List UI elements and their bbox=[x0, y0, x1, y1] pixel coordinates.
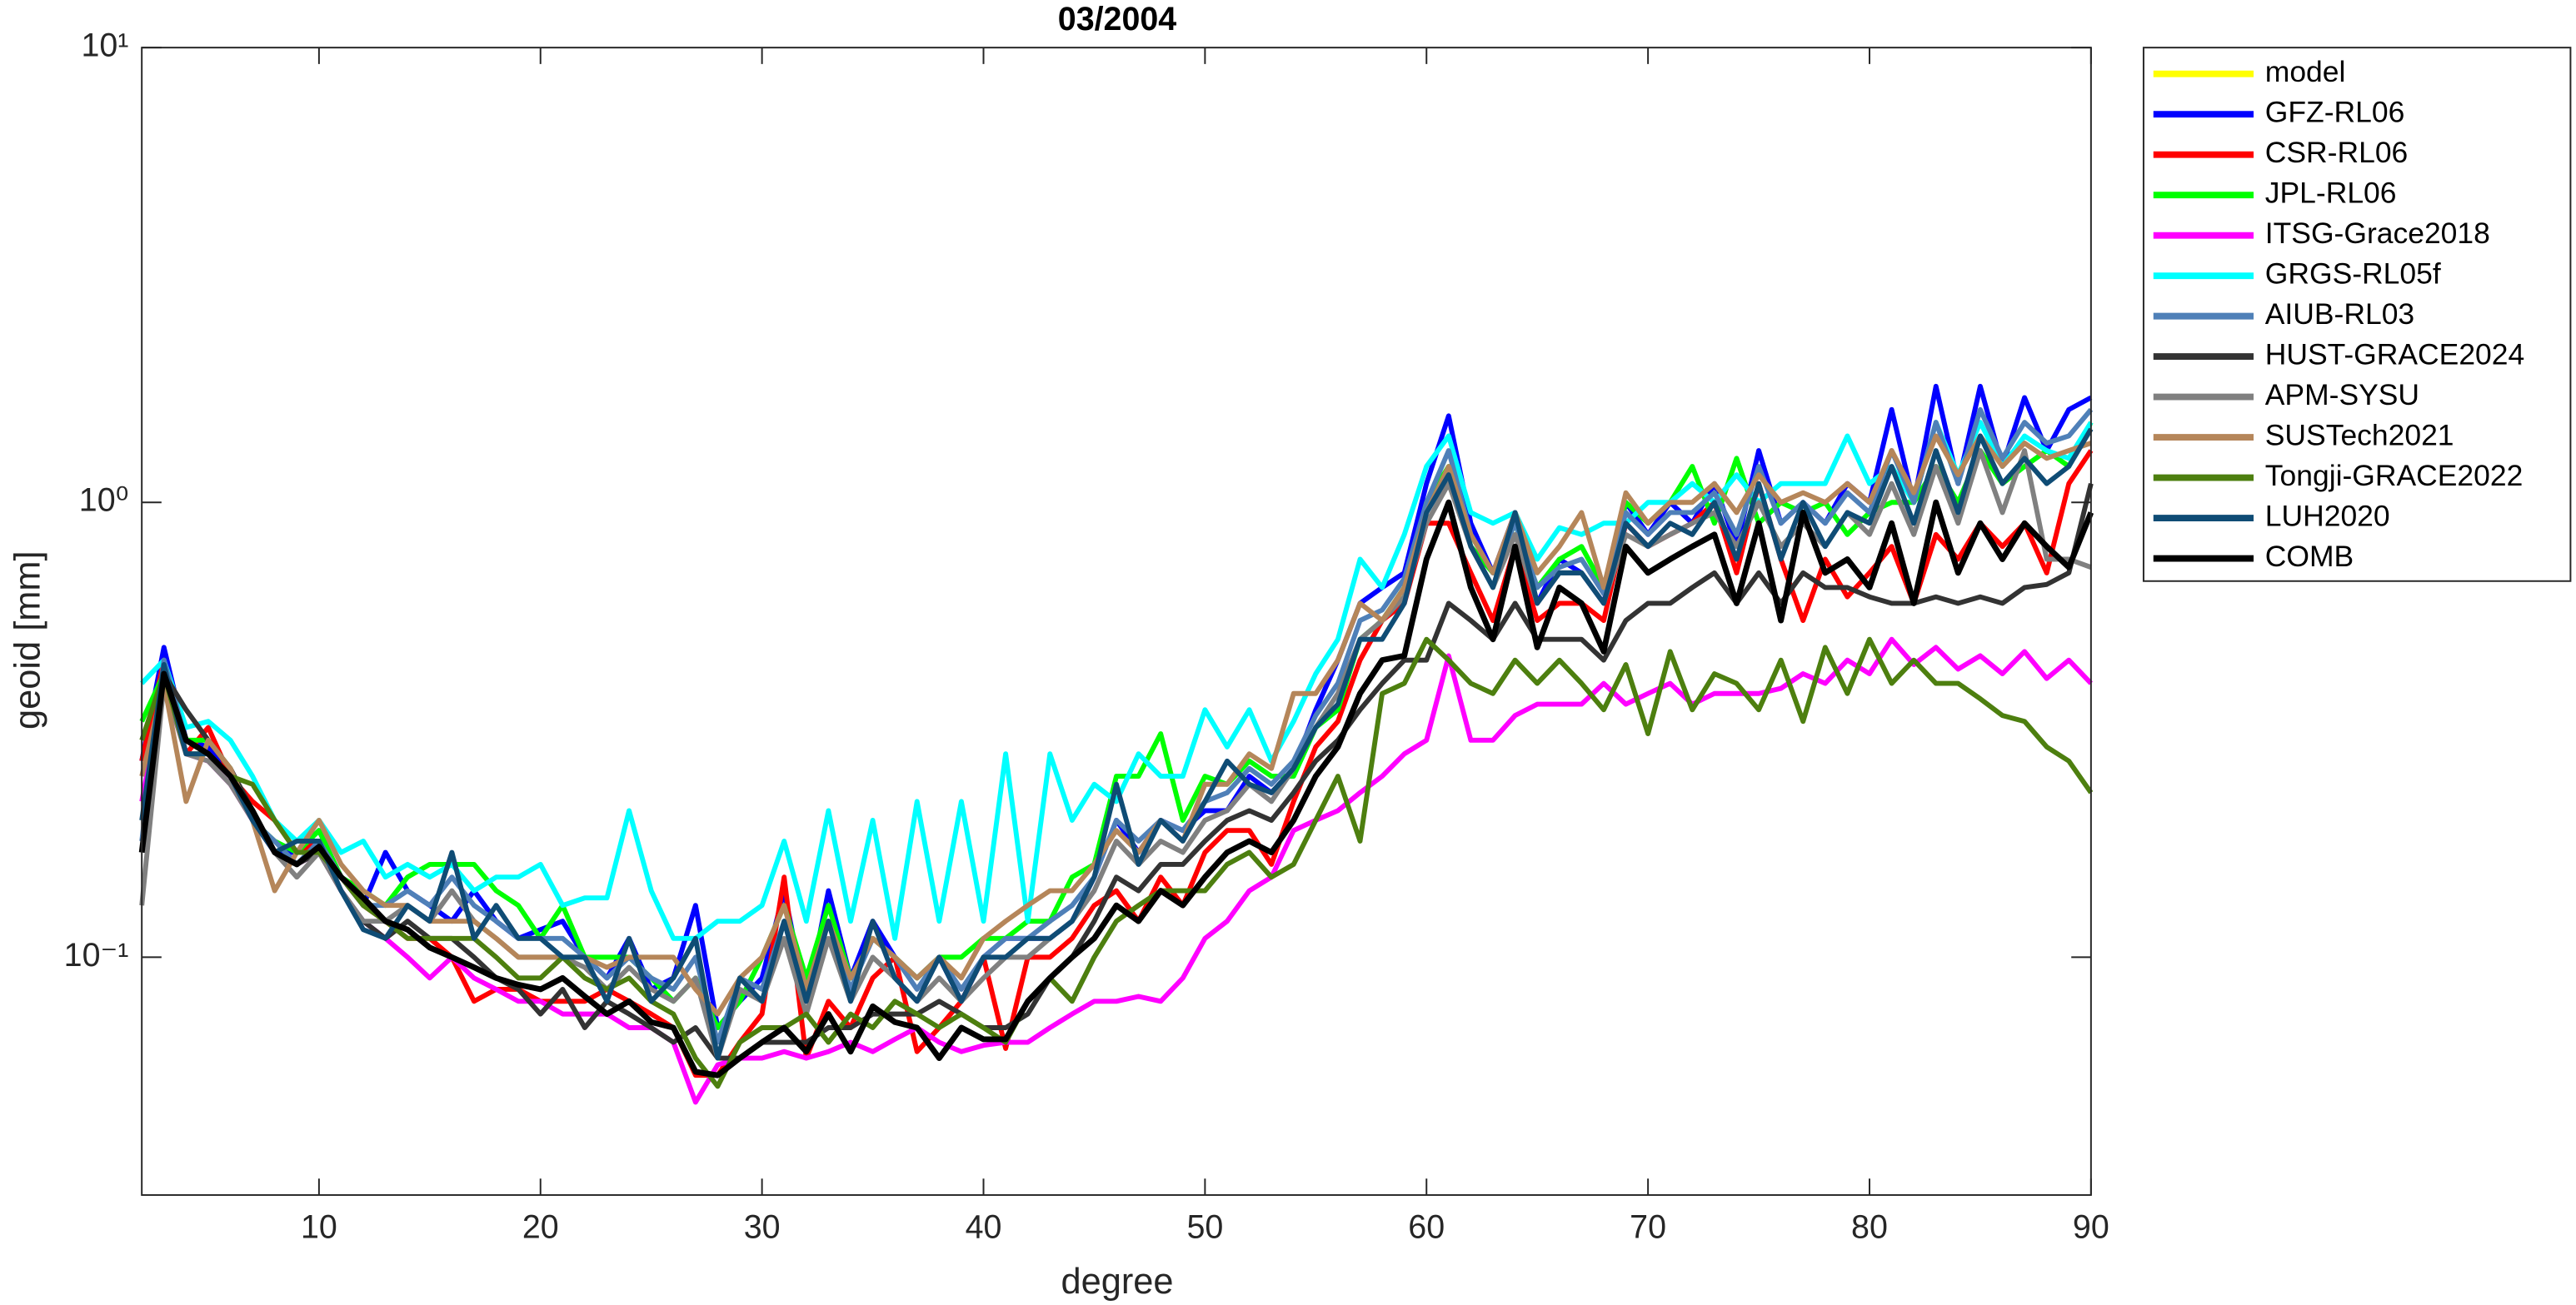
x-tick-label: 60 bbox=[1408, 1209, 1445, 1246]
x-tick-label: 50 bbox=[1186, 1209, 1223, 1246]
legend-label: AIUB-RL03 bbox=[2265, 297, 2414, 331]
series-line bbox=[140, 420, 2094, 941]
x-tick-label: 70 bbox=[1630, 1209, 1666, 1246]
legend-label: ITSG-Grace2018 bbox=[2265, 217, 2490, 250]
legend-label: GRGS-RL05f bbox=[2265, 257, 2441, 291]
series-line bbox=[139, 433, 2092, 1017]
y-axis-label: geoid [mm] bbox=[8, 550, 48, 729]
legend: model GFZ-RL06 CSR-RL06 JPL-RL06 ITSG-Grace2… bbox=[2153, 55, 2524, 573]
series-line bbox=[139, 636, 2094, 1089]
legend-label: CSR-RL06 bbox=[2265, 136, 2409, 169]
series-line bbox=[138, 499, 2094, 1078]
legend-label: COMB bbox=[2265, 540, 2354, 573]
x-tick-label: 90 bbox=[2073, 1209, 2109, 1246]
y-tick-label: 10¹ bbox=[81, 27, 128, 64]
legend-label: Tongji-GRACE2022 bbox=[2265, 459, 2524, 492]
x-tick-label: 20 bbox=[522, 1209, 559, 1246]
x-tick-label: 80 bbox=[1851, 1209, 1888, 1246]
x-axis-label: degree bbox=[1061, 1262, 1174, 1302]
series-line bbox=[139, 427, 2094, 1061]
legend-label: HUST-GRACE2024 bbox=[2265, 337, 2524, 371]
series-line bbox=[139, 482, 2094, 1061]
y-tick-label: 10⁻¹ bbox=[64, 937, 129, 974]
legend-label: LUH2020 bbox=[2265, 499, 2390, 532]
x-tick-label: 40 bbox=[966, 1209, 1002, 1246]
x-tick-label: 10 bbox=[301, 1209, 337, 1246]
legend-label: JPL-RL06 bbox=[2265, 177, 2397, 210]
legend-label: SUSTech2021 bbox=[2265, 418, 2454, 451]
x-tick-label: 30 bbox=[744, 1209, 781, 1246]
y-tick-label: 10⁰ bbox=[79, 482, 129, 519]
chart-title: 03/2004 bbox=[1058, 1, 1177, 37]
legend-label: model bbox=[2265, 55, 2346, 88]
legend-label: APM-SYSU bbox=[2265, 378, 2419, 411]
legend-label: GFZ-RL06 bbox=[2265, 96, 2405, 129]
axes-box bbox=[141, 47, 2092, 1196]
plot-area bbox=[138, 383, 2094, 1105]
